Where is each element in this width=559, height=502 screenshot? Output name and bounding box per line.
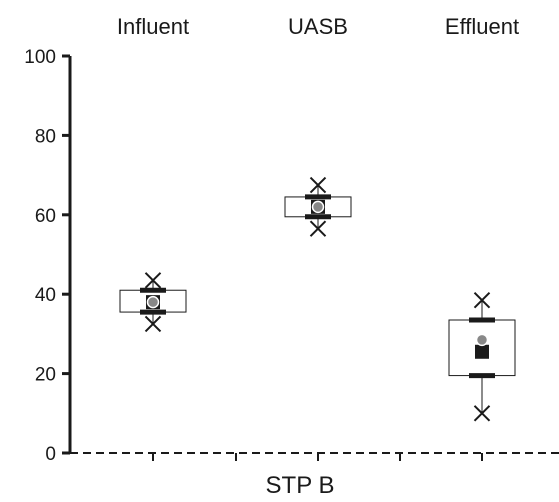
box-min-marker [309,220,327,237]
y-tick-label: 40 [35,285,56,306]
box-max-marker [473,291,491,309]
box-uasb [284,176,352,237]
category-label: UASB [288,14,348,39]
box-mean-marker [146,295,160,309]
box-min-marker [144,315,162,333]
y-tick-label: 20 [35,365,56,386]
category-labels: Influent UASB Effluent [117,14,519,39]
y-tick-label: 0 [45,444,56,465]
category-label: Effluent [445,14,519,39]
y-tick-label: 80 [35,126,56,147]
box-max-marker [144,272,162,289]
box-mean-marker [475,333,489,347]
box-mean-marker [311,200,325,214]
box-influent [119,272,187,333]
x-axis-label: STP B [266,472,335,499]
y-tick-label: 60 [35,206,56,227]
y-tick-label: 100 [24,47,56,68]
category-label: Influent [117,14,189,39]
box-effluent [448,291,516,422]
y-axis-ticks: 0 20 40 60 80 100 [24,47,70,465]
box-min-marker [473,405,491,422]
axes [68,56,559,461]
boxes [119,176,516,422]
box-median-marker [475,344,489,359]
box-max-marker [309,176,327,194]
